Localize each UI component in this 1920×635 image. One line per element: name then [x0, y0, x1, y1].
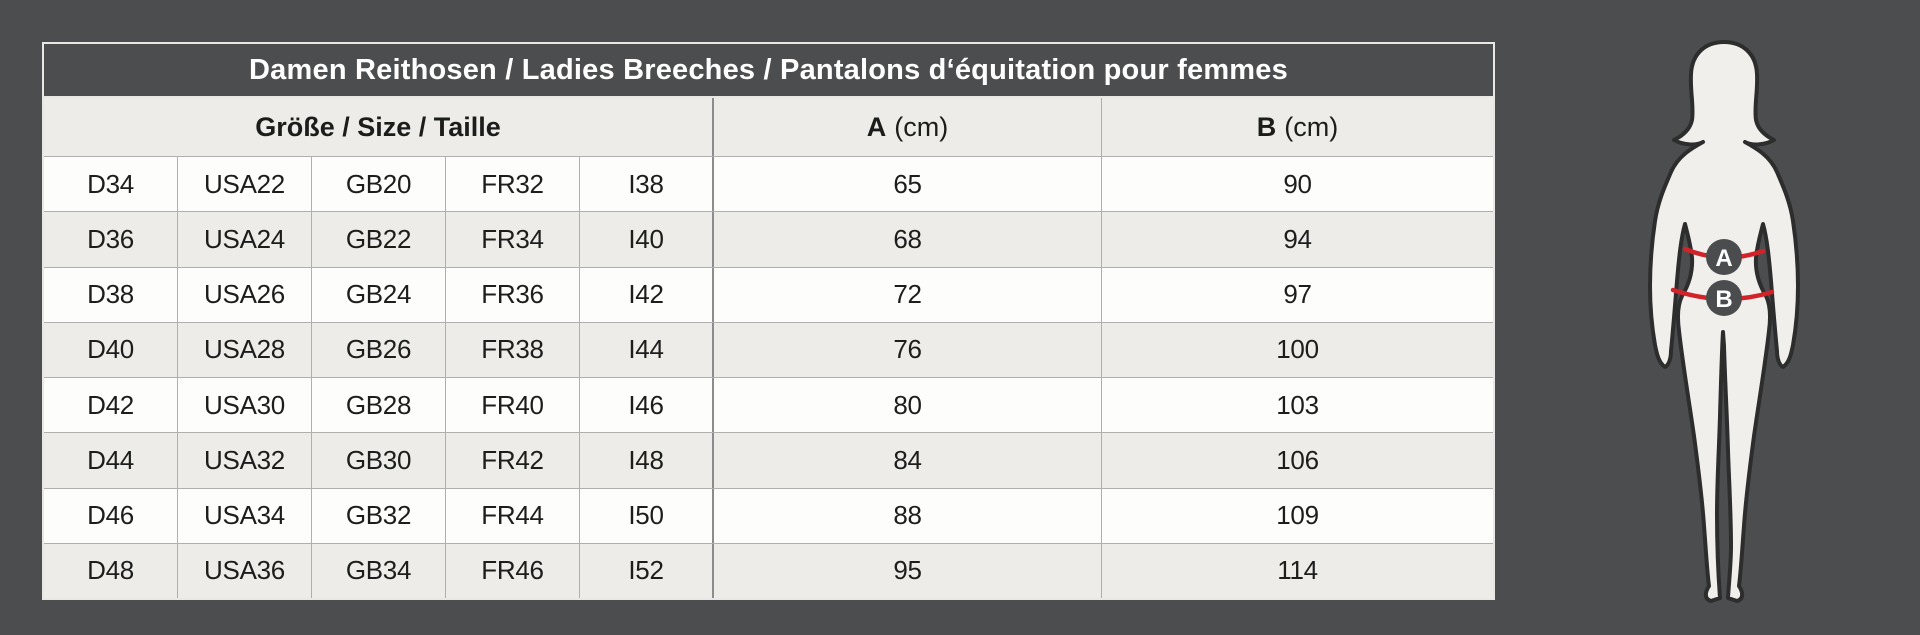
- size-table: Damen Reithosen / Ladies Breeches / Pant…: [42, 42, 1495, 600]
- table-row: D42 USA30 GB28 FR40 I46 80 103: [44, 377, 1493, 433]
- cell-measure-a: 68: [714, 212, 1102, 267]
- cell-size-usa: USA24: [178, 212, 312, 267]
- cell-measure-a: 88: [714, 488, 1102, 543]
- cell-measure-b: 100: [1276, 334, 1319, 365]
- cell-size-fr: FR38: [446, 322, 580, 377]
- cell-measure-b: 94: [1283, 223, 1312, 254]
- cell-size-d: D34: [44, 157, 178, 212]
- cell-measure-b: 109: [1276, 500, 1319, 531]
- cell-size-i: I50: [580, 488, 714, 543]
- cell-measure-a: 95: [714, 543, 1102, 598]
- table-row: D48 USA36 GB34 FR46 I52 95 114: [44, 542, 1493, 598]
- cell-size-gb: GB24: [312, 267, 446, 322]
- cell-size-fr: FR34: [446, 212, 580, 267]
- cell-size-usa: USA36: [178, 543, 312, 598]
- table-header: Größe / Size / Taille A (cm) B (cm): [44, 98, 1493, 156]
- table-title: Damen Reithosen / Ladies Breeches / Pant…: [44, 44, 1493, 98]
- cell-size-gb: GB26: [312, 322, 446, 377]
- cell-size-gb: GB30: [312, 433, 446, 488]
- header-col-b: B (cm): [1102, 98, 1493, 156]
- cell-measure-b: 114: [1277, 555, 1318, 586]
- cell-measure-a: 72: [714, 267, 1102, 322]
- cell-size-fr: FR36: [446, 267, 580, 322]
- cell-size-gb: GB20: [312, 157, 446, 212]
- cell-size-usa: USA34: [178, 488, 312, 543]
- table-row: D34 USA22 GB20 FR32 I38 65 90: [44, 156, 1493, 212]
- cell-size-usa: USA32: [178, 433, 312, 488]
- female-body-outline: [1648, 40, 1800, 603]
- cell-size-i: I46: [580, 378, 714, 433]
- cell-size-i: I38: [580, 157, 714, 212]
- cell-size-d: D40: [44, 322, 178, 377]
- cell-size-gb: GB22: [312, 212, 446, 267]
- header-a-letter: A: [866, 111, 887, 142]
- table-row: D36 USA24 GB22 FR34 I40 68 94: [44, 211, 1493, 267]
- cell-size-usa: USA28: [178, 322, 312, 377]
- header-size: Größe / Size / Taille: [44, 98, 714, 156]
- table-row: D44 USA32 GB30 FR42 I48 84 106: [44, 432, 1493, 488]
- cell-size-fr: FR32: [446, 157, 580, 212]
- cell-measure-a: 65: [714, 157, 1102, 212]
- cell-size-fr: FR46: [446, 543, 580, 598]
- cell-size-gb: GB32: [312, 488, 446, 543]
- measurement-badge-b: [1706, 280, 1742, 316]
- table-row: D38 USA26 GB24 FR36 I42 72 97: [44, 266, 1493, 322]
- badge-b-label: B: [1715, 286, 1732, 313]
- cell-measure-b: 97: [1283, 279, 1312, 310]
- cell-size-i: I44: [580, 322, 714, 377]
- table-row: D46 USA34 GB32 FR44 I50 88 109: [44, 487, 1493, 543]
- cell-size-gb: GB28: [312, 378, 446, 433]
- cell-size-usa: USA26: [178, 267, 312, 322]
- table-row: D40 USA28 GB26 FR38 I44 76 100: [44, 321, 1493, 377]
- cell-measure-b: 103: [1276, 389, 1319, 420]
- cell-size-d: D46: [44, 488, 178, 543]
- cell-size-fr: FR42: [446, 433, 580, 488]
- cell-size-i: I48: [580, 433, 714, 488]
- cell-size-i: I40: [580, 212, 714, 267]
- cell-measure-a: 76: [714, 322, 1102, 377]
- header-b-letter: B: [1256, 111, 1277, 142]
- cell-size-usa: USA30: [178, 378, 312, 433]
- header-b-unit: (cm): [1284, 111, 1339, 142]
- cell-size-d: D48: [44, 543, 178, 598]
- cell-size-d: D36: [44, 212, 178, 267]
- cell-size-d: D42: [44, 378, 178, 433]
- body-measurement-figure: A B: [1640, 36, 1820, 611]
- cell-size-d: D44: [44, 433, 178, 488]
- header-a-unit: (cm): [894, 111, 949, 142]
- cell-size-fr: FR40: [446, 378, 580, 433]
- cell-size-fr: FR44: [446, 488, 580, 543]
- cell-size-gb: GB34: [312, 543, 446, 598]
- cell-size-i: I42: [580, 267, 714, 322]
- badge-a-label: A: [1715, 245, 1732, 272]
- measurement-badge-a: [1706, 239, 1742, 275]
- cell-measure-b: 90: [1283, 168, 1312, 199]
- female-silhouette-icon: A B: [1648, 40, 1800, 603]
- cell-measure-a: 84: [714, 433, 1102, 488]
- cell-size-d: D38: [44, 267, 178, 322]
- cell-size-usa: USA22: [178, 157, 312, 212]
- cell-measure-a: 80: [714, 378, 1102, 433]
- cell-size-i: I52: [580, 543, 714, 598]
- header-col-a: A (cm): [714, 98, 1102, 156]
- cell-measure-b: 106: [1276, 444, 1319, 475]
